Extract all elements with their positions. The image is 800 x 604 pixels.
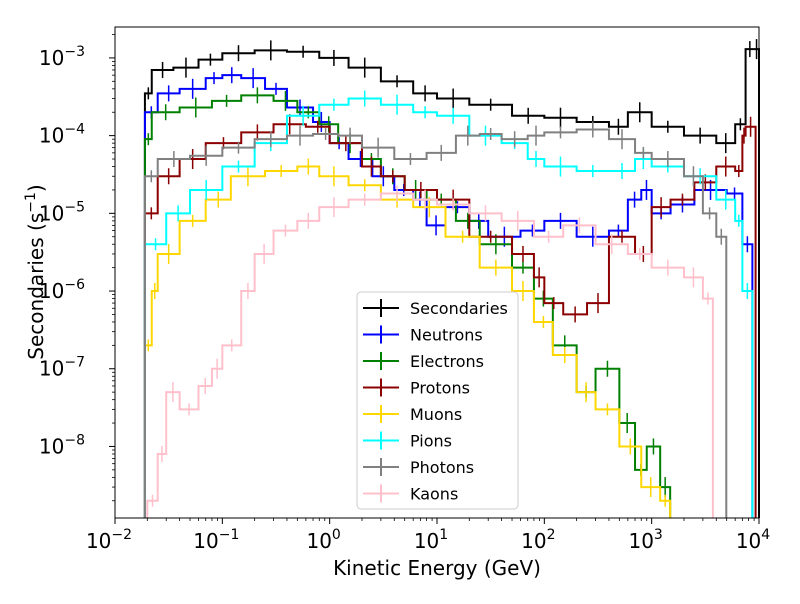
series-protons (143, 114, 757, 518)
y-tick-label: 10−3 (39, 44, 85, 70)
legend-item-secondaries: Secondaries (363, 299, 508, 318)
y-axis-label-text: Secondaries (s (24, 213, 48, 360)
y-axis-label-sup: −1 (23, 192, 39, 213)
y-axis-label: Secondaries (s−1) (23, 184, 48, 359)
legend-label: Kaons (410, 485, 458, 504)
legend-label: Electrons (410, 352, 484, 371)
legend-label: Photons (410, 458, 474, 477)
legend-item-pions: Pions (363, 431, 452, 451)
legend-item-protons: Protons (363, 378, 470, 398)
legend-label: Neutrons (410, 326, 483, 345)
legend-label: Secondaries (410, 299, 508, 318)
series-kaons (146, 185, 714, 518)
x-tick-label: 100 (306, 527, 340, 553)
x-tick-label: 101 (414, 527, 448, 553)
legend-item-electrons: Electrons (363, 352, 484, 371)
x-axis-label: Kinetic Energy (GeV) (333, 556, 541, 580)
legend: Secondaries Neutrons Electrons Protons Muons… (356, 291, 519, 510)
series-secondaries (143, 39, 760, 518)
x-tick-label: 10−2 (86, 527, 132, 553)
y-axis: 10−8 10−7 10−6 10−5 10−4 10−3 (39, 34, 115, 502)
x-tick-label: 102 (521, 527, 555, 553)
y-tick-label: 10−8 (39, 432, 85, 458)
y-axis-label-close: ) (24, 184, 48, 192)
series-line (143, 48, 760, 518)
x-tick-label: 103 (628, 527, 662, 553)
x-axis: 10−2 10−1 100 101 102 103 104 (86, 518, 770, 553)
x-tick-label: 104 (736, 527, 770, 553)
legend-item-kaons: Kaons (363, 484, 458, 504)
series-layer (143, 39, 760, 518)
series-photons (143, 121, 728, 518)
legend-item-photons: Photons (363, 458, 474, 477)
legend-label: Muons (410, 405, 462, 424)
legend-label: Protons (410, 379, 470, 398)
y-tick-label: 10−5 (39, 199, 85, 225)
x-tick-label: 10−1 (193, 527, 239, 553)
legend-item-muons: Muons (363, 405, 462, 424)
legend-box (356, 291, 519, 510)
legend-item-neutrons: Neutrons (363, 325, 483, 345)
legend-label: Pions (410, 432, 452, 451)
y-tick-label: 10−4 (39, 122, 85, 148)
y-tick-label: 10−6 (39, 277, 85, 303)
y-tick-label: 10−7 (39, 355, 85, 381)
